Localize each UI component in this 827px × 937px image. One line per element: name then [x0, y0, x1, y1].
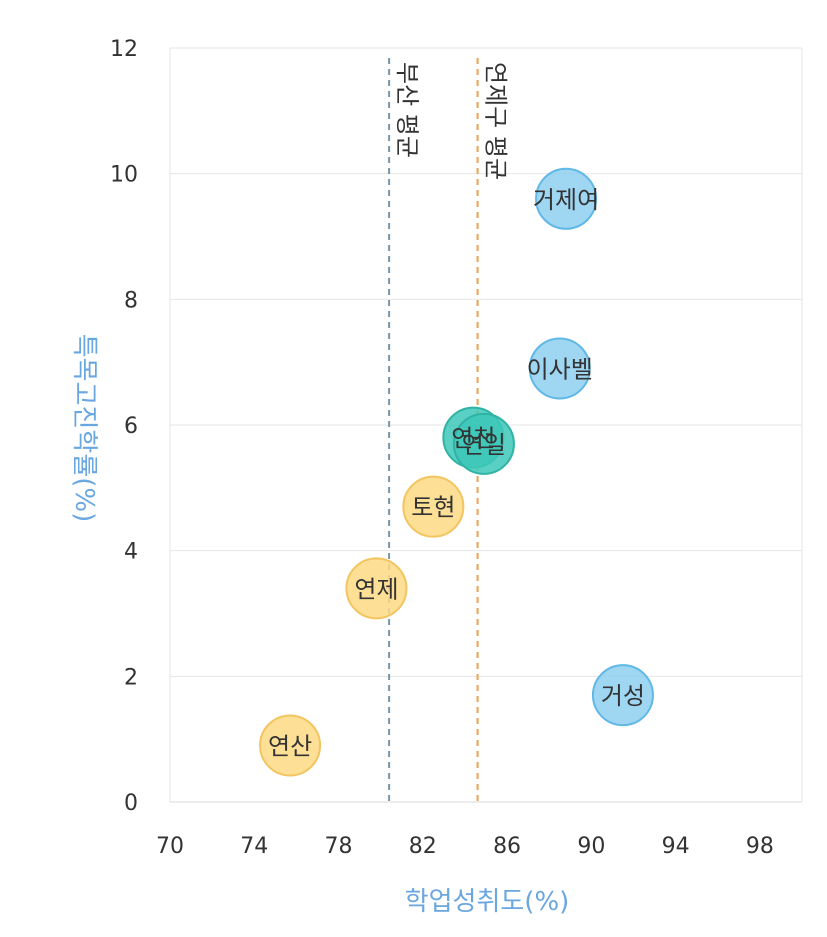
bubble-3	[591, 664, 654, 727]
x-tick-label-82: 82	[409, 834, 437, 859]
bubble-label-1: 거제여	[533, 186, 599, 214]
bubble-label-4: 연천	[451, 425, 495, 453]
reference-line-label-2: 연제구 평균	[482, 62, 510, 180]
y-tick-label-10: 10	[110, 163, 138, 188]
bubble-7	[345, 557, 408, 620]
y-tick-label-0: 0	[124, 791, 138, 816]
bubble-1	[535, 167, 598, 230]
axes: 0 2 4 6 8 10 12 70 74 78 82 86 90 94 98	[110, 37, 802, 859]
y-tick-label-4: 4	[124, 540, 138, 565]
bubble-label-7: 연제	[354, 575, 398, 603]
bubble-8	[259, 714, 322, 777]
x-axis-title: 학업성취도(%)	[405, 887, 570, 917]
bubble-2	[528, 337, 591, 400]
y-tick-label-6: 6	[124, 414, 138, 439]
bubble-5	[452, 412, 515, 475]
x-tick-label-78: 78	[325, 834, 353, 859]
x-tick-label-86: 86	[493, 834, 521, 859]
bubble-label-5: 연일	[462, 431, 506, 459]
x-tick-label-74: 74	[240, 834, 268, 859]
x-tick-label-98: 98	[746, 834, 774, 859]
bubble-label-8: 연산	[268, 732, 312, 760]
bubble-label-6: 토현	[411, 494, 455, 522]
x-tick-label-94: 94	[662, 834, 690, 859]
y-tick-label-2: 2	[124, 665, 138, 690]
reference-lines: 부산 평균 연제구 평균	[388, 58, 510, 802]
bubble-label-3: 거성	[601, 682, 645, 710]
reference-line-label-1: 부산 평균	[393, 62, 421, 158]
bubble-6	[402, 475, 465, 538]
y-tick-label-12: 12	[110, 37, 138, 62]
grid-lines	[170, 47, 803, 803]
x-tick-label-90: 90	[577, 834, 605, 859]
x-tick-label-70: 70	[156, 834, 184, 859]
bubble-label-2: 이사벨	[527, 355, 593, 383]
y-axis-title: 특목고진학률(%)	[69, 334, 99, 523]
y-tick-label-8: 8	[124, 288, 138, 313]
